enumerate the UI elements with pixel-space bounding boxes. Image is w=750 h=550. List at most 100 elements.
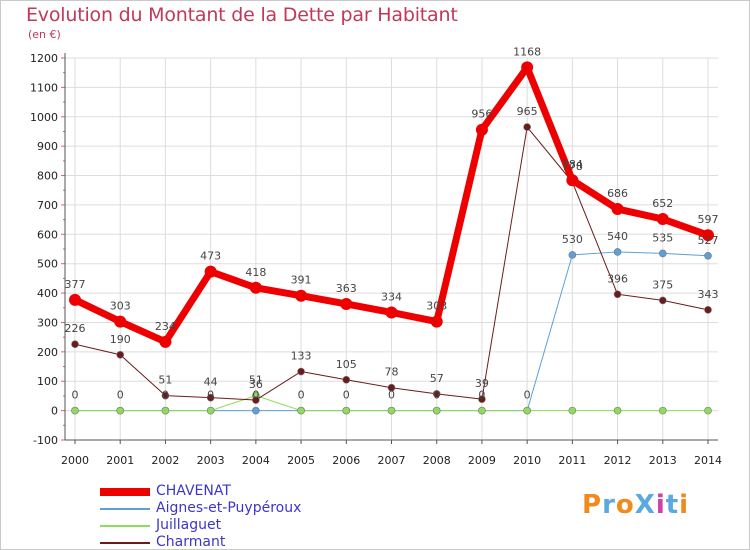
data-label: 535 [652, 231, 673, 244]
data-label: 473 [200, 250, 221, 263]
data-label: 956 [471, 108, 492, 121]
data-point [523, 123, 531, 131]
data-point [658, 406, 667, 415]
data-label: 0 [478, 389, 485, 402]
data-label: 234 [155, 320, 176, 333]
y-tick-label: 300 [37, 316, 58, 329]
data-label: 0 [117, 389, 124, 402]
y-tick-label: 200 [37, 346, 58, 359]
data-label: 0 [298, 389, 305, 402]
x-tick-label: 2012 [604, 454, 632, 467]
x-tick-label: 2011 [558, 454, 586, 467]
data-point [206, 393, 215, 402]
data-label: 303 [110, 300, 131, 313]
data-label: 391 [291, 274, 312, 287]
data-point [297, 367, 305, 376]
data-point [385, 306, 398, 319]
data-label: 686 [607, 187, 628, 200]
x-tick-label: 2005 [287, 454, 315, 467]
data-point [658, 249, 667, 258]
y-tick-label: 1000 [30, 111, 58, 124]
y-tick-label: 1200 [30, 52, 58, 65]
y-tick-label: 600 [37, 228, 58, 241]
data-point [161, 391, 170, 400]
data-label: 44 [204, 376, 218, 389]
data-label: 36 [249, 378, 263, 391]
data-point [521, 61, 534, 74]
data-point [69, 293, 81, 306]
data-point [114, 315, 127, 328]
data-point [523, 406, 531, 415]
data-label: 363 [336, 282, 357, 295]
logo-letter: r [602, 490, 616, 520]
x-tick-label: 2009 [468, 454, 496, 467]
data-point [432, 390, 441, 398]
data-label: 343 [698, 288, 719, 301]
y-tick-label: 700 [37, 199, 58, 212]
legend-entry: Aignes-et-Puypéroux [156, 500, 302, 516]
logo-letter: o [615, 490, 635, 520]
data-label: 375 [652, 278, 673, 291]
x-tick-label: 2000 [61, 454, 89, 467]
data-label: 0 [72, 389, 79, 402]
data-label: 1168 [513, 45, 541, 58]
data-label: 597 [698, 213, 719, 226]
data-label: 652 [652, 197, 673, 210]
data-label: 0 [433, 389, 440, 402]
data-point [252, 396, 260, 404]
data-label: 530 [562, 233, 583, 246]
data-point [432, 406, 441, 415]
x-tick-label: 2014 [694, 454, 722, 467]
x-tick-label: 2010 [513, 454, 541, 467]
data-label: 527 [698, 234, 719, 247]
data-point [295, 289, 308, 302]
data-point [704, 251, 712, 260]
data-point [340, 297, 353, 310]
data-point [71, 340, 79, 349]
data-point [704, 306, 712, 314]
data-label: 39 [475, 377, 489, 390]
data-label: 784 [562, 158, 583, 171]
y-tick-label: 800 [37, 170, 58, 183]
x-tick-label: 2001 [106, 454, 134, 467]
y-tick-label: 900 [37, 140, 58, 153]
data-label: 0 [343, 389, 350, 402]
data-label: 303 [426, 300, 447, 313]
data-point [116, 350, 125, 359]
x-tick-label: 2006 [332, 454, 360, 467]
data-point [658, 296, 667, 305]
legend-entry: Charmant [156, 534, 226, 550]
data-point [159, 335, 172, 348]
logo-letter: t [665, 490, 680, 520]
data-label: 226 [65, 322, 86, 335]
y-tick-label: -100 [33, 434, 58, 447]
x-tick-label: 2008 [423, 454, 451, 467]
proxiti-logo: ProXiti [582, 490, 689, 520]
unit-label: (en €) [28, 28, 61, 41]
data-label: 51 [158, 374, 172, 387]
data-label: 105 [336, 358, 357, 371]
x-tick-label: 2007 [378, 454, 406, 467]
data-point [204, 265, 217, 278]
data-point [613, 406, 622, 415]
data-label: 540 [607, 230, 628, 243]
data-label: 78 [385, 366, 399, 379]
data-point [430, 315, 443, 328]
logo-letter: i [655, 490, 666, 520]
data-point [161, 406, 170, 415]
data-point [297, 406, 305, 415]
data-point [568, 251, 577, 259]
data-label: 0 [524, 389, 531, 402]
data-point [478, 395, 486, 403]
data-label: 396 [607, 272, 628, 285]
data-point [478, 406, 486, 415]
x-tick-label: 2002 [151, 454, 179, 467]
data-point [568, 406, 577, 415]
data-point [613, 290, 622, 299]
data-point [656, 213, 669, 226]
data-label: 51 [249, 374, 263, 387]
legend-entry: Juillaguet [156, 517, 222, 533]
data-point [206, 406, 215, 415]
y-tick-label: 100 [37, 375, 58, 388]
data-point [342, 375, 351, 384]
